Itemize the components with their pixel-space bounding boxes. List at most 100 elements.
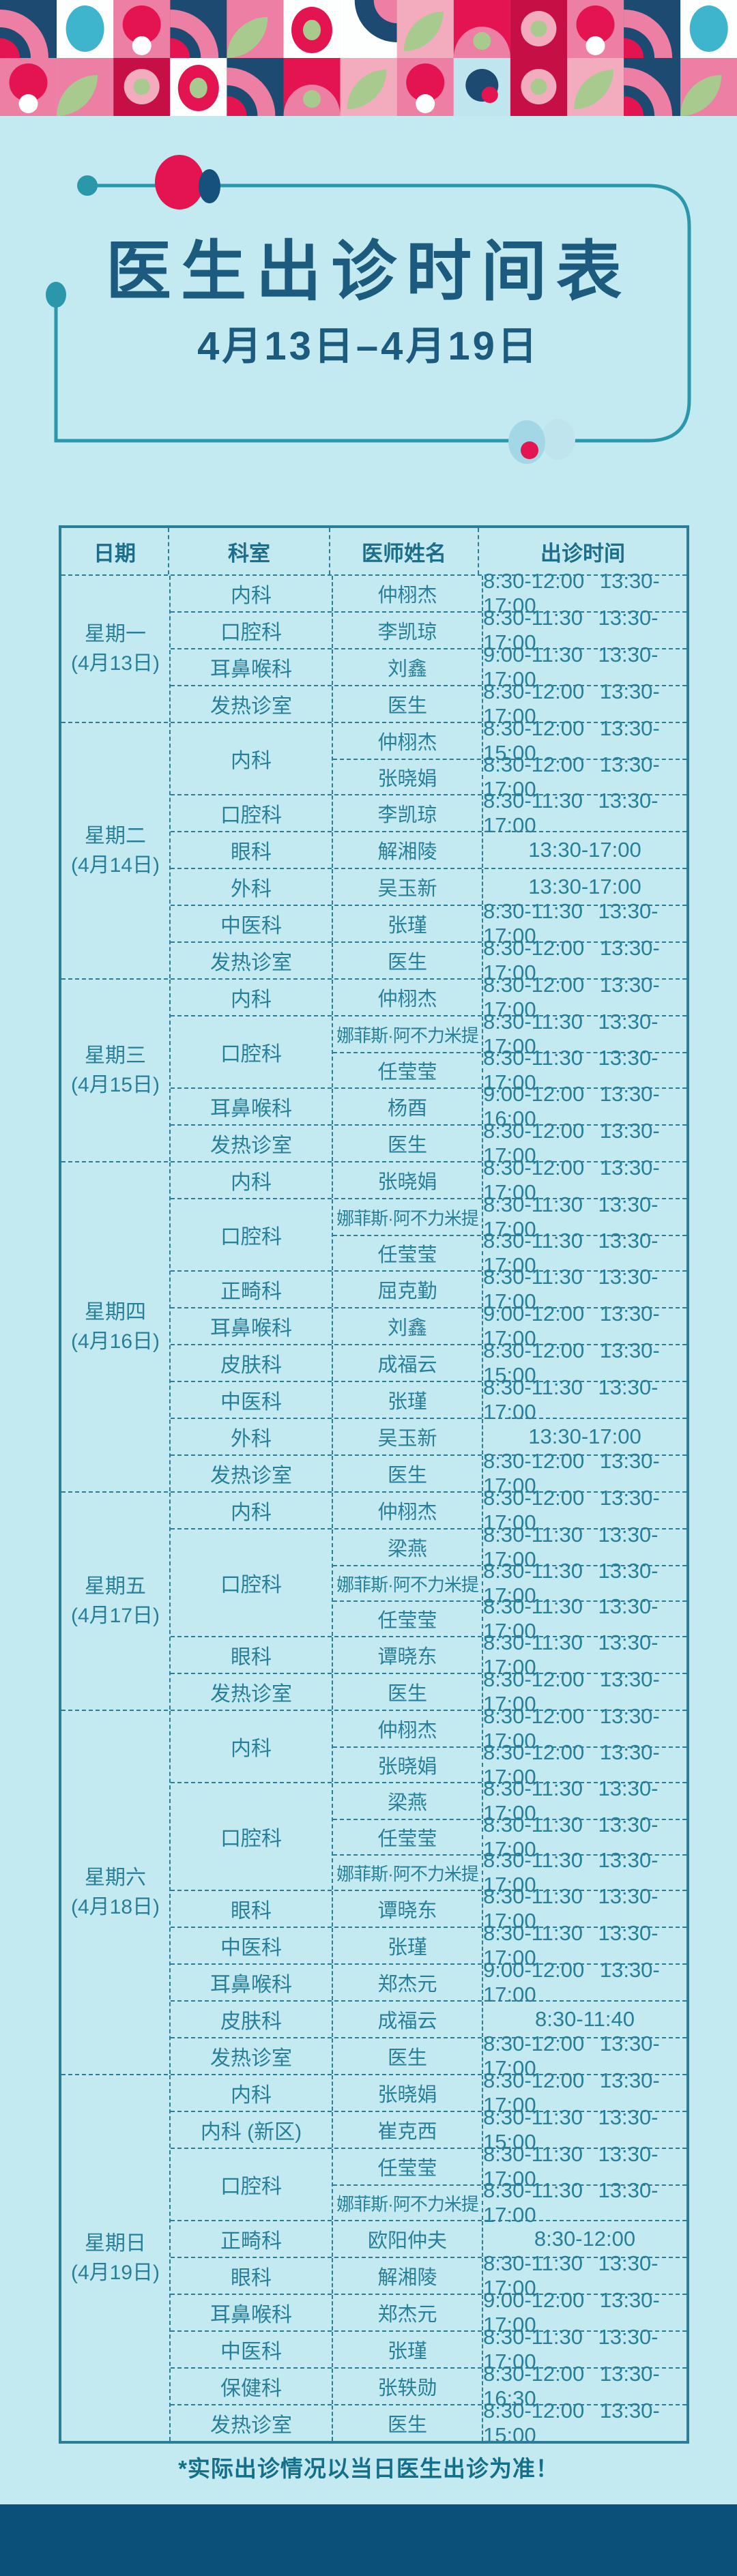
dept-rows: 李凯琼 8:30-11:30 13:30-17:00	[333, 789, 687, 837]
dept-group: 口腔科 李凯琼 8:30-11:30 13:30-17:00	[171, 789, 687, 837]
dept-group: 发热诊室 医生 8:30-12:00 13:30-15:00	[171, 2399, 687, 2447]
day-groups: 内科 张晓娟 8:30-12:00 13:30-17:00 内科 (新区) 崔克西 8:3…	[171, 2068, 687, 2447]
doctor-name-cell: 张瑾	[333, 1928, 483, 1963]
dept-rows: 谭晓东 8:30-11:30 13:30-17:00	[333, 1884, 687, 1933]
day-label: 星期日 (4月19日)	[61, 2075, 171, 2441]
page-subtitle: 4月13日–4月19日	[197, 324, 540, 368]
doctor-name-cell: 刘鑫	[333, 1308, 483, 1344]
doctor-name-cell: 张晓娟	[333, 760, 483, 794]
doctor-name-cell: 郑杰元	[333, 1965, 483, 2000]
table-row: 娜菲斯·阿不力米提 8:30-11:30 13:30-17:00	[333, 1192, 687, 1241]
page-title: 医生出诊时间表	[106, 235, 631, 308]
red-dot	[155, 155, 204, 209]
doctor-name-cell: 医生	[333, 2405, 483, 2441]
dept-cell: 皮肤科	[171, 2002, 333, 2037]
visit-time-cell: 8:30-12:00 13:30-17:00	[483, 679, 660, 728]
doctor-name-cell: 成福云	[333, 2002, 483, 2037]
doctor-name-cell: 欧阳仲夫	[333, 2221, 483, 2257]
doctor-name-cell: 仲栩杰	[333, 723, 483, 759]
dept-rows: 张晓娟 8:30-12:00 13:30-17:00	[333, 1156, 687, 1204]
day-name: 星期六	[85, 1866, 146, 1889]
visit-time-cell: 8:30-11:40	[535, 2007, 635, 2031]
table-row: 张晓娟 8:30-12:00 13:30-17:00	[333, 1156, 687, 1204]
dept-group: 内科 仲栩杰 8:30-12:00 13:30-15:00 张晓娟 8:30-12:00…	[171, 716, 687, 801]
dept-cell: 耳鼻喉科	[171, 1965, 333, 2000]
day-date: (4月13日)	[70, 652, 160, 675]
dept-rows: 仲栩杰 8:30-12:00 13:30-17:00 张晓娟 8:30-12:00 1…	[333, 1704, 687, 1789]
table-row: 仲栩杰 8:30-12:00 13:30-15:00	[333, 716, 687, 765]
dept-group: 耳鼻喉科 郑杰元 9:00-12:00 13:30-17:00	[171, 1958, 687, 2006]
visit-time-cell: 8:30-11:30 13:30-17:00	[483, 1265, 659, 1313]
day-groups: 内科 仲栩杰 8:30-12:00 13:30-15:00 张晓娟 8:30-12:00…	[171, 716, 687, 984]
table-row: 医生 8:30-12:00 13:30-17:00	[333, 679, 687, 728]
doctor-name-cell: 郑杰元	[333, 2295, 483, 2330]
day-section-7: 星期日 (4月19日) 内科 张晓娟 8:30-12:00 13:30-17:00 内科 …	[61, 2068, 687, 2447]
dept-group: 口腔科 梁燕 8:30-11:30 13:30-17:00 娜菲斯·阿不力米提 8:30…	[171, 1523, 687, 1643]
dept-rows: 郑杰元 9:00-12:00 13:30-17:00	[333, 1958, 687, 2006]
table-body: 星期一 (4月13日) 内科 仲栩杰 8:30-12:00 13:30-17:00 口腔科…	[61, 569, 687, 2447]
visit-time-cell: 8:30-12:00 13:30-17:00	[483, 1156, 660, 1204]
doctor-name-cell: 娜菲斯·阿不力米提	[333, 1016, 483, 1052]
day-label: 星期四 (4月16日)	[61, 1162, 171, 1491]
dept-cell: 内科	[171, 576, 333, 611]
dept-cell: 发热诊室	[171, 686, 333, 722]
dept-group: 口腔科 任莹莹 8:30-11:30 13:30-17:00 娜菲斯·阿不力米提 8:3…	[171, 2142, 687, 2227]
table-row: 张轶勋 8:30-12:00 13:30-16:30	[333, 2362, 687, 2410]
dept-group: 中医科 张瑾 8:30-11:30 13:30-17:00	[171, 1921, 687, 1970]
dept-rows: 娜菲斯·阿不力米提 8:30-11:30 13:30-17:00 任莹莹 8:30-1…	[333, 1192, 687, 1277]
header-date: 日期	[61, 528, 169, 574]
day-label: 星期三 (4月15日)	[61, 980, 171, 1161]
dept-cell: 保健科	[171, 2369, 333, 2404]
day-date: (4月16日)	[70, 1330, 160, 1353]
doctor-name-cell: 医生	[333, 1674, 483, 1710]
dept-group: 内科 张晓娟 8:30-12:00 13:30-17:00	[171, 1156, 687, 1204]
dept-rows: 吴玉新 13:30-17:00	[333, 869, 687, 905]
dept-rows: 医生 8:30-12:00 13:30-17:00	[333, 679, 687, 728]
dept-group: 正畸科 屈克勤 8:30-11:30 13:30-17:00	[171, 1265, 687, 1313]
doctor-name-cell: 屈克勤	[333, 1272, 483, 1307]
doctor-name-cell: 李凯琼	[333, 795, 483, 831]
dept-cell: 眼科	[171, 1637, 333, 1673]
day-groups: 内科 仲栩杰 8:30-12:00 13:30-17:00 口腔科 梁燕 8:30-11:…	[171, 1486, 687, 1716]
dept-rows: 张瑾 8:30-11:30 13:30-17:00	[333, 1375, 687, 1424]
dept-cell: 中医科	[171, 1382, 333, 1418]
table-row: 屈克勤 8:30-11:30 13:30-17:00	[333, 1265, 687, 1313]
dept-group: 正畸科 欧阳仲夫 8:30-12:00	[171, 2220, 687, 2257]
day-label: 星期一 (4月13日)	[61, 576, 171, 722]
doctor-name-cell: 谭晓东	[333, 1637, 483, 1673]
dept-rows: 张轶勋 8:30-12:00 13:30-16:30	[333, 2362, 687, 2410]
dept-group: 内科 仲栩杰 8:30-12:00 13:30-17:00	[171, 973, 687, 1021]
dept-group: 眼科 解湘陵 13:30-17:00	[171, 831, 687, 868]
dept-cell: 发热诊室	[171, 2038, 333, 2074]
doctor-name-cell: 仲栩杰	[333, 980, 483, 1015]
dept-cell: 内科	[171, 1162, 333, 1198]
visit-time-cell: 8:30-11:30 13:30-17:00	[483, 789, 659, 837]
table-row: 郑杰元 9:00-12:00 13:30-17:00	[333, 1958, 687, 2006]
day-date: (4月18日)	[70, 1896, 160, 1918]
doctor-name-cell: 任莹莹	[333, 1236, 483, 1270]
doctor-name-cell: 娜菲斯·阿不力米提	[333, 1566, 483, 1600]
decorative-mosaic-banner	[0, 0, 737, 116]
dept-group: 皮肤科 成福云 8:30-11:40	[171, 2000, 687, 2037]
table-row: 仲栩杰 8:30-12:00 13:30-17:00	[333, 1704, 687, 1753]
dept-group: 外科 吴玉新 13:30-17:00	[171, 868, 687, 905]
dept-group: 内科 仲栩杰 8:30-12:00 13:30-17:00	[171, 1486, 687, 1534]
dept-cell: 发热诊室	[171, 2405, 333, 2441]
table-row: 李凯琼 8:30-11:30 13:30-17:00	[333, 789, 687, 837]
dept-rows: 杨酉 9:00-12:00 13:30-16:00	[333, 1082, 687, 1130]
dept-rows: 崔克西 8:30-11:30 13:30-15:00	[333, 2105, 687, 2154]
doctor-name-cell: 吴玉新	[333, 1419, 483, 1454]
dept-cell: 口腔科	[171, 1783, 333, 1890]
doctor-name-cell: 张瑾	[333, 1382, 483, 1418]
doctor-name-cell: 医生	[333, 2038, 483, 2074]
visit-time-cell: 8:30-12:00 13:30-17:00	[483, 1740, 660, 1789]
visit-time-cell: 8:30-11:30 13:30-17:00	[483, 1559, 659, 1607]
dept-rows: 屈克勤 8:30-11:30 13:30-17:00	[333, 1265, 687, 1313]
doctor-name-cell: 张瑾	[333, 2332, 483, 2367]
doctor-name-cell: 杨酉	[333, 1089, 483, 1124]
dept-cell: 耳鼻喉科	[171, 2295, 333, 2330]
day-name: 星期三	[85, 1044, 146, 1067]
header-visit-time: 出诊时间	[540, 541, 625, 566]
visit-time-cell: 8:30-12:00 13:30-15:00	[483, 716, 660, 765]
day-groups: 内科 仲栩杰 8:30-12:00 13:30-17:00 口腔科 李凯琼 8:30-11…	[171, 569, 687, 728]
